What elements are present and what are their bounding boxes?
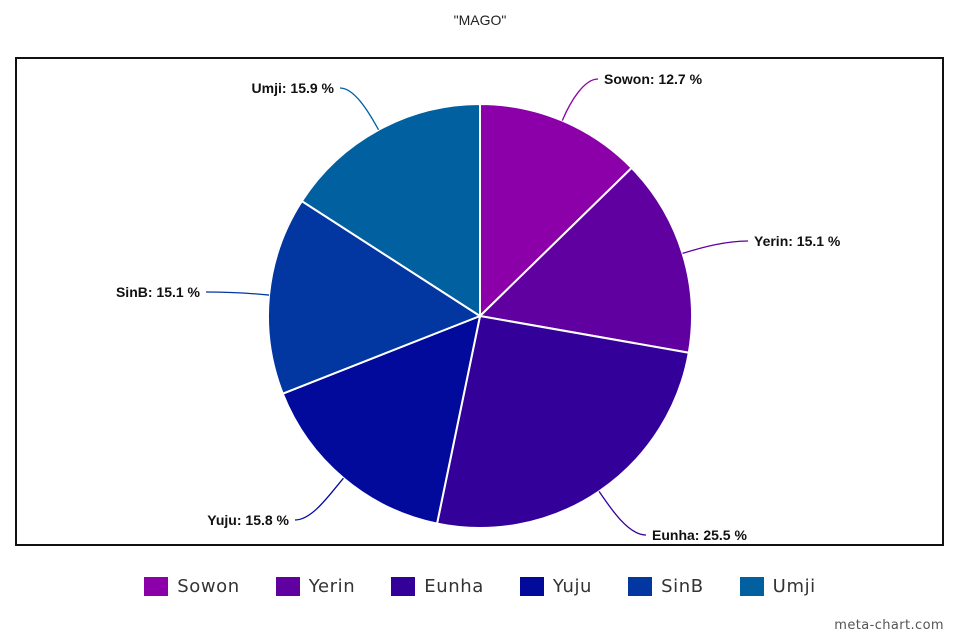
- legend-item-yerin[interactable]: Yerin: [275, 576, 356, 597]
- legend-item-sowon[interactable]: Sowon: [144, 576, 240, 597]
- chart-title: "MAGO": [453, 12, 507, 28]
- legend-swatch: [391, 577, 416, 596]
- data-label-sinb: SinB: 15.1 %: [116, 284, 201, 300]
- data-label-eunha: Eunha: 25.5 %: [652, 527, 747, 543]
- legend-label: Yerin: [308, 576, 356, 597]
- data-label-umji: Umji: 15.9 %: [252, 80, 335, 96]
- leader-line-eunha: [598, 491, 647, 536]
- leader-line-umji: [339, 87, 380, 131]
- legend-label: SinB: [661, 576, 704, 597]
- legend-label: Yuju: [552, 576, 593, 597]
- legend-item-sinb[interactable]: SinB: [628, 576, 704, 597]
- legend-swatch: [739, 577, 764, 596]
- data-label-sowon: Sowon: 12.7 %: [604, 71, 703, 87]
- legend-item-umji[interactable]: Umji: [739, 576, 816, 597]
- watermark: meta-chart.com: [834, 618, 944, 633]
- legend-label: Eunha: [424, 576, 484, 597]
- legend-swatch: [519, 577, 544, 596]
- leader-line-yuju: [294, 477, 344, 521]
- legend-item-eunha[interactable]: Eunha: [391, 576, 484, 597]
- pie-slice-eunha[interactable]: [435, 314, 690, 529]
- leader-line-yerin: [682, 240, 749, 255]
- legend: Sowon Yerin Eunha Yuju SinB Umji: [0, 576, 960, 597]
- pie-chart: Sowon: 12.7 % Yerin: 15.1 % Eunha: 25.5 % Y…: [116, 71, 841, 543]
- legend-label: Umji: [772, 576, 816, 597]
- legend-label: Sowon: [177, 576, 240, 597]
- data-label-yerin: Yerin: 15.1 %: [754, 233, 841, 249]
- legend-swatch: [144, 577, 169, 596]
- data-label-yuju: Yuju: 15.8 %: [207, 512, 289, 528]
- leader-line-sinb: [205, 291, 270, 296]
- legend-swatch: [628, 577, 653, 596]
- legend-swatch: [275, 577, 300, 596]
- plot-area-frame: [15, 57, 944, 546]
- pie-slice-sinb[interactable]: [267, 199, 483, 395]
- leader-line-sowon: [561, 78, 599, 121]
- pie-slice-yerin[interactable]: [477, 166, 693, 354]
- legend-item-yuju[interactable]: Yuju: [519, 576, 593, 597]
